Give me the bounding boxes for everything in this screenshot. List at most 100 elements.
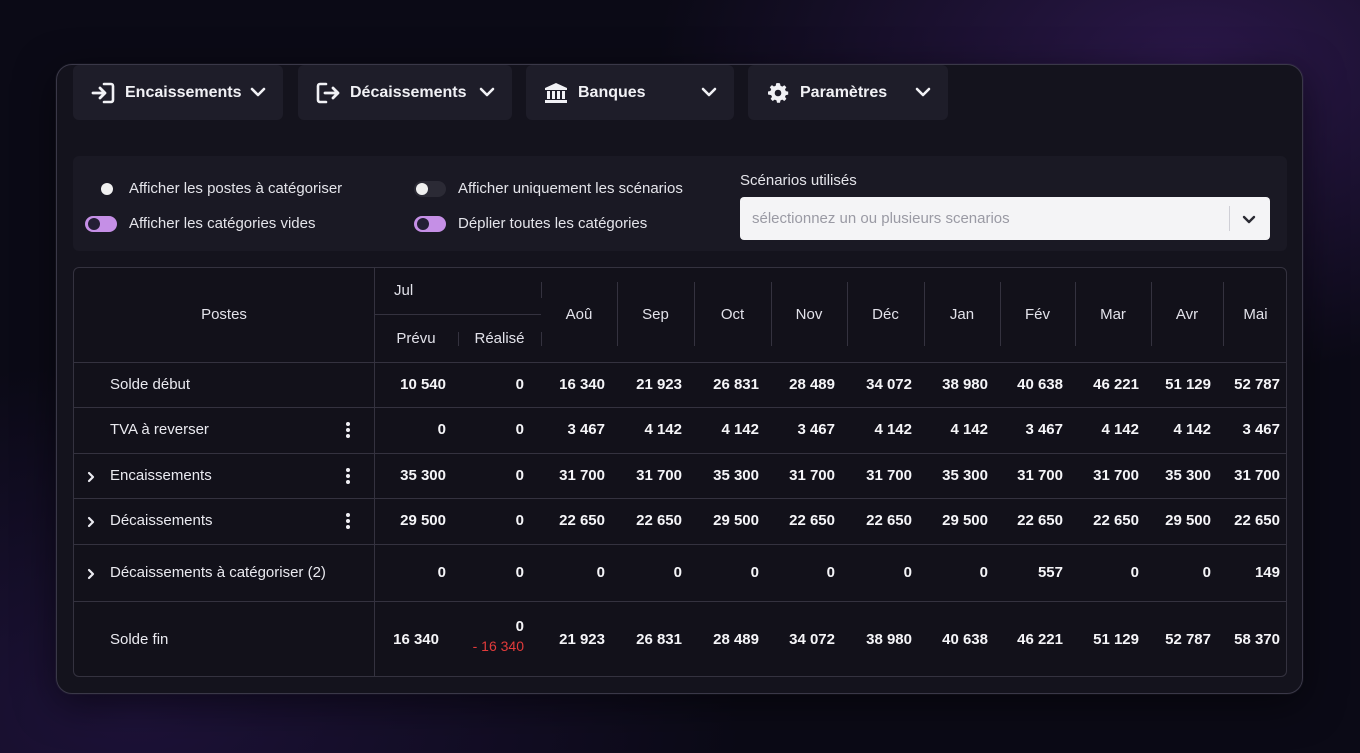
cell-value: 16 340 bbox=[559, 376, 605, 393]
cell-value: 52 787 bbox=[1234, 376, 1280, 393]
cell-value: 28 489 bbox=[713, 631, 759, 648]
chevron-down-icon bbox=[914, 83, 932, 101]
sub-header-prevu: Prévu bbox=[396, 330, 436, 347]
cell-value: 34 072 bbox=[789, 631, 835, 648]
cell-value: 0 bbox=[1130, 564, 1139, 581]
row-label: Décaissements à catégoriser (2) bbox=[110, 564, 326, 581]
tab-encaissements[interactable]: Encaissements bbox=[73, 65, 283, 120]
cell-value: 22 650 bbox=[636, 512, 682, 529]
month-header: Déc bbox=[872, 306, 899, 323]
sign-out-icon bbox=[316, 81, 340, 105]
toggle-switch[interactable] bbox=[414, 215, 446, 232]
toggle-switch[interactable] bbox=[414, 180, 446, 197]
tab-parametres[interactable]: Paramètres bbox=[748, 65, 948, 120]
month-header: Fév bbox=[1024, 306, 1050, 323]
option-label: Afficher les postes à catégoriser bbox=[129, 180, 343, 197]
cell-value: 51 129 bbox=[1093, 631, 1139, 648]
cell-value: 3 467 bbox=[567, 421, 605, 438]
cell-value: 29 500 bbox=[713, 512, 759, 529]
more-vertical-icon[interactable] bbox=[343, 467, 353, 485]
column-divider bbox=[617, 282, 618, 346]
tab-decaissements[interactable]: Décaissements bbox=[298, 65, 512, 120]
scenarios-placeholder: sélectionnez un ou plusieurs scenarios bbox=[752, 210, 1010, 227]
cell-prevu: 35 300 bbox=[400, 467, 446, 484]
column-divider bbox=[771, 282, 772, 346]
month-header: Oct bbox=[720, 306, 745, 323]
row-divider bbox=[74, 544, 1286, 545]
scenarios-select[interactable]: sélectionnez un ou plusieurs scenarios bbox=[740, 197, 1270, 240]
option-label: Déplier toutes les catégories bbox=[458, 215, 648, 232]
cell-value: 38 980 bbox=[942, 376, 988, 393]
option-show-empty-categories[interactable]: Afficher les catégories vides bbox=[85, 215, 315, 232]
cell-value: 29 500 bbox=[1165, 512, 1211, 529]
cell-value: 22 650 bbox=[866, 512, 912, 529]
tab-banques[interactable]: Banques bbox=[526, 65, 734, 120]
cell-realise: 0 bbox=[515, 421, 524, 438]
cell-value: 52 787 bbox=[1165, 631, 1211, 648]
cell-value: 26 831 bbox=[713, 376, 759, 393]
tab-label: Encaissements bbox=[125, 83, 242, 101]
month-header-jul: Jul bbox=[394, 282, 414, 299]
toggle-switch[interactable] bbox=[85, 215, 117, 232]
cell-value: 58 370 bbox=[1234, 631, 1280, 648]
cell-value: 38 980 bbox=[866, 631, 912, 648]
row-label: Décaissements bbox=[110, 512, 213, 529]
month-header: Avr bbox=[1175, 306, 1199, 323]
cash-flow-panel: Encaissements Décaissements Banques Para… bbox=[56, 64, 1303, 694]
cell-value: 4 142 bbox=[950, 421, 988, 438]
cell-value: 40 638 bbox=[1017, 376, 1063, 393]
select-separator bbox=[1229, 206, 1230, 231]
chevron-down-icon[interactable] bbox=[1241, 211, 1257, 227]
cell-value: 29 500 bbox=[942, 512, 988, 529]
cell-value: 26 831 bbox=[636, 631, 682, 648]
row-label: Solde fin bbox=[110, 631, 169, 648]
month-header: Jan bbox=[949, 306, 975, 323]
cell-value: 0 bbox=[826, 564, 835, 581]
cell-value: 149 bbox=[1254, 564, 1280, 581]
cell-value: 35 300 bbox=[942, 467, 988, 484]
cell-value: 35 300 bbox=[1165, 467, 1211, 484]
sub-header-realise: Réalisé bbox=[474, 330, 525, 347]
cell-value: 21 923 bbox=[636, 376, 682, 393]
cell-value: 40 638 bbox=[942, 631, 988, 648]
cell-value: 22 650 bbox=[789, 512, 835, 529]
display-options: Afficher les postes à catégoriser Affich… bbox=[73, 156, 1287, 251]
cell-value: 22 650 bbox=[1234, 512, 1280, 529]
cell-value: 0 bbox=[673, 564, 682, 581]
more-vertical-icon[interactable] bbox=[343, 512, 353, 530]
month-header: Aoû bbox=[565, 306, 593, 323]
cell-prevu: 0 bbox=[437, 421, 446, 438]
cell-realise: 0 bbox=[515, 618, 524, 635]
chevron-right-icon[interactable] bbox=[85, 515, 97, 528]
cell-prevu: 10 540 bbox=[400, 376, 446, 393]
forecast-table: Postes Jul Prévu Réalisé Aoû Sep Oct Nov Déc Jan F… bbox=[73, 267, 1287, 677]
option-expand-all-categories[interactable]: Déplier toutes les catégories bbox=[414, 215, 647, 232]
chevron-right-icon[interactable] bbox=[85, 470, 97, 483]
cell-value: 31 700 bbox=[1017, 467, 1063, 484]
cell-value: 0 bbox=[596, 564, 605, 581]
column-divider bbox=[924, 282, 925, 346]
cell-value: 51 129 bbox=[1165, 376, 1211, 393]
toggle-switch[interactable] bbox=[85, 181, 117, 197]
cell-realise: 0 bbox=[515, 467, 524, 484]
cell-value: 46 221 bbox=[1093, 376, 1139, 393]
chevron-right-icon[interactable] bbox=[85, 567, 97, 580]
option-show-to-categorize[interactable]: Afficher les postes à catégoriser bbox=[85, 180, 342, 197]
cell-realise: 0 bbox=[515, 512, 524, 529]
cell-value: 4 142 bbox=[874, 421, 912, 438]
scenarios-label: Scénarios utilisés bbox=[740, 172, 857, 189]
column-divider bbox=[1000, 282, 1001, 346]
cell-realise: 0 bbox=[515, 564, 524, 581]
more-vertical-icon[interactable] bbox=[343, 421, 353, 439]
cell-value: 3 467 bbox=[1242, 421, 1280, 438]
cell-realise: 0 bbox=[515, 376, 524, 393]
option-show-only-scenarios[interactable]: Afficher uniquement les scénarios bbox=[414, 180, 683, 197]
cell-value: 4 142 bbox=[721, 421, 759, 438]
cell-value: 31 700 bbox=[866, 467, 912, 484]
cell-value: 3 467 bbox=[797, 421, 835, 438]
cell-value: 0 bbox=[750, 564, 759, 581]
row-label: TVA à reverser bbox=[110, 421, 209, 438]
postes-header: Postes bbox=[201, 306, 247, 323]
cell-value: 4 142 bbox=[644, 421, 682, 438]
column-divider bbox=[1075, 282, 1076, 346]
